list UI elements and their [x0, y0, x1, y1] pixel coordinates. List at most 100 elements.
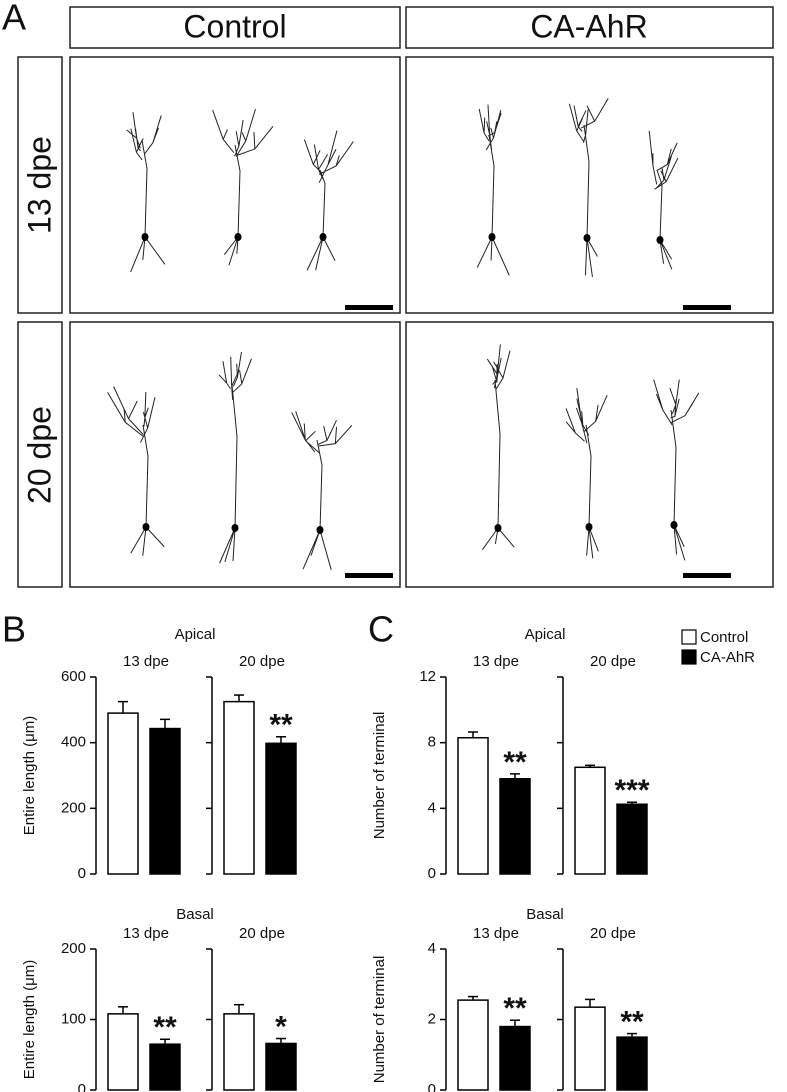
y-axis-label: Entire length (μm) [21, 716, 38, 836]
scale-bar [683, 305, 731, 310]
chart-subtitle: 20 dpe [239, 925, 285, 942]
bar [616, 803, 648, 875]
chart-subtitle: 13 dpe [123, 925, 169, 942]
scale-bar [345, 573, 393, 578]
bar [107, 1013, 139, 1091]
y-tick-label: 400 [61, 734, 86, 751]
soma [234, 233, 242, 241]
bar [499, 778, 531, 875]
y-tick-label: 0 [428, 865, 436, 882]
significance: *** [614, 774, 649, 807]
neuron [218, 351, 252, 564]
significance: ** [620, 1006, 644, 1039]
soma [142, 523, 150, 531]
y-tick-label: 4 [428, 940, 436, 957]
bar [574, 1006, 606, 1091]
soma [494, 524, 502, 532]
neuron [303, 130, 354, 271]
significance: ** [153, 1011, 177, 1044]
soma [585, 523, 593, 531]
soma [141, 233, 149, 241]
legend-label: Control [700, 629, 748, 646]
scale-bar [683, 573, 731, 578]
bar [574, 766, 606, 875]
neuron [653, 379, 700, 561]
chart-subtitle: 13 dpe [123, 653, 169, 670]
bar [149, 727, 181, 875]
chart-subtitle: 20 dpe [590, 653, 636, 670]
chart-subtitle: 13 dpe [473, 653, 519, 670]
y-axis-label: Number of terminal [371, 956, 388, 1084]
y-tick-label: 12 [419, 668, 436, 685]
column-header-box [405, 6, 774, 49]
soma [316, 526, 324, 534]
section-title: Apical [525, 626, 566, 643]
significance: * [275, 1010, 287, 1043]
bar [265, 742, 297, 875]
section-title: Basal [526, 906, 564, 923]
chart-subtitle: 13 dpe [473, 925, 519, 942]
soma [488, 233, 496, 241]
y-tick-label: 0 [428, 1081, 436, 1092]
row-header-box [17, 321, 63, 588]
bar [265, 1042, 297, 1091]
panel-label: B [2, 609, 26, 650]
y-tick-label: 200 [61, 799, 86, 816]
bar [457, 736, 489, 875]
image-panel [69, 56, 401, 314]
soma [670, 521, 678, 529]
section-title: Apical [175, 626, 216, 643]
image-panel [69, 321, 401, 588]
column-header: Control [183, 8, 286, 44]
panel-label: C [368, 609, 394, 650]
significance: ** [269, 709, 293, 742]
row-header: 13 dpe [21, 136, 57, 234]
y-tick-label: 200 [61, 940, 86, 957]
bar [149, 1043, 181, 1091]
y-tick-label: 100 [61, 1010, 86, 1027]
neuron [291, 411, 353, 570]
chart-subtitle: 20 dpe [590, 925, 636, 942]
section-title: Basal [176, 906, 214, 923]
y-tick-label: 0 [78, 865, 86, 882]
soma [656, 236, 664, 244]
y-tick-label: 600 [61, 668, 86, 685]
neuron [648, 130, 679, 270]
bar [616, 1036, 648, 1091]
soma [231, 524, 239, 532]
y-tick-label: 8 [428, 734, 436, 751]
neuron [565, 388, 608, 559]
legend-label: CA-AhR [700, 649, 755, 666]
legend-swatch [681, 629, 697, 645]
row-header-box [17, 56, 63, 314]
bar [223, 700, 255, 875]
significance: ** [503, 992, 527, 1025]
y-tick-label: 0 [78, 1081, 86, 1092]
bar [223, 1013, 255, 1091]
neuron [126, 112, 166, 273]
soma [319, 233, 327, 241]
neuron [568, 98, 609, 277]
panel-label: A [2, 0, 26, 38]
legend-swatch [681, 649, 697, 665]
y-axis-label: Number of terminal [371, 712, 388, 840]
significance: ** [503, 746, 527, 779]
column-header-box [69, 6, 401, 49]
neuron [482, 344, 515, 550]
scale-bar [345, 305, 393, 310]
neuron [212, 108, 274, 266]
y-tick-label: 4 [428, 799, 436, 816]
chart-subtitle: 20 dpe [239, 653, 285, 670]
row-header: 20 dpe [21, 406, 57, 504]
neuron [107, 386, 165, 556]
image-panel [405, 56, 774, 314]
bar [457, 999, 489, 1091]
bar [499, 1025, 531, 1091]
neuron [476, 104, 510, 276]
neuron-tracings [107, 98, 700, 570]
column-header: CA-AhR [530, 8, 647, 44]
y-tick-label: 2 [428, 1010, 436, 1027]
bar [107, 712, 139, 875]
y-axis-label: Entire length (μm) [21, 960, 38, 1080]
